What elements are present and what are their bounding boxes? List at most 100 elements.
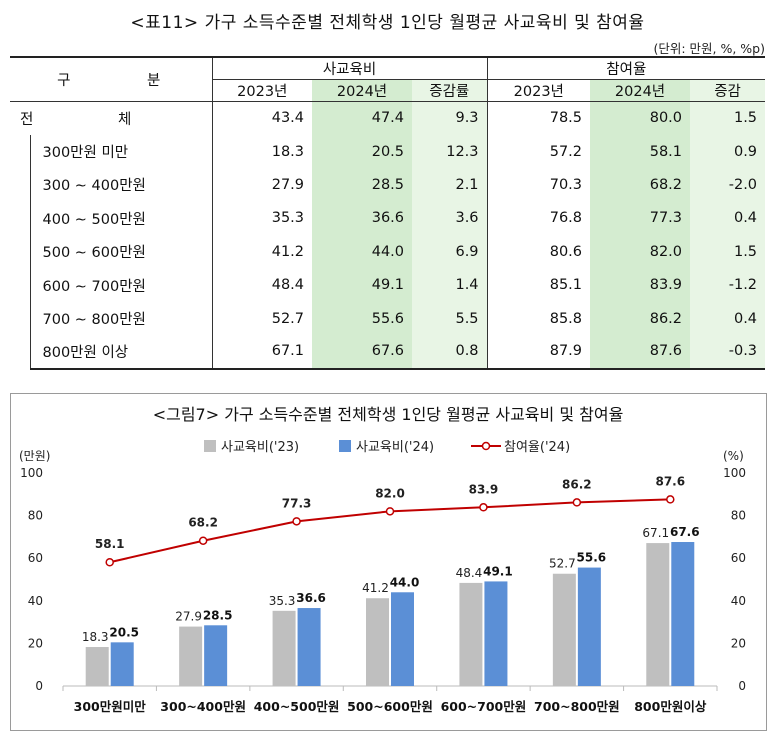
y-tick-right: 100 bbox=[723, 466, 746, 480]
table-row: 400 ∼ 500만원 35.3 36.6 3.6 76.8 77.3 0.4 bbox=[10, 201, 766, 236]
y-tick-left: 0 bbox=[35, 679, 43, 693]
data-label-line: 77.3 bbox=[282, 496, 312, 510]
row-label: 800만원 이상 bbox=[29, 335, 213, 370]
cell: 28.5 bbox=[312, 168, 413, 202]
cell: 0.4 bbox=[690, 201, 766, 236]
legend-swatch-bar24 bbox=[339, 440, 351, 452]
combo-chart: <그림7> 가구 소득수준별 전체학생 1인당 월평균 사교육비 및 참여율사교… bbox=[19, 405, 746, 714]
cell: 68.2 bbox=[590, 168, 691, 202]
y-tick-left: 20 bbox=[28, 636, 43, 650]
bar-2024 bbox=[297, 608, 321, 686]
cell: 0.9 bbox=[690, 134, 766, 169]
bar-2024 bbox=[204, 625, 228, 686]
y-tick-right: 20 bbox=[731, 636, 746, 650]
table-row: 300만원 미만 18.3 20.5 12.3 57.2 58.1 0.9 bbox=[10, 134, 766, 169]
x-tick-label: 400~500만원 bbox=[254, 699, 340, 714]
header-part-2023: 2023년 bbox=[486, 79, 591, 102]
bar-2023 bbox=[646, 543, 670, 686]
data-label-bar-2023: 52.7 bbox=[549, 557, 576, 571]
x-tick-label: 700~800만원 bbox=[534, 699, 620, 714]
cell: 0.8 bbox=[412, 335, 488, 370]
cell: 78.5 bbox=[486, 101, 591, 135]
cell: 77.3 bbox=[590, 201, 691, 236]
cell: 5.5 bbox=[412, 301, 488, 336]
header-category: 구 분 bbox=[10, 56, 213, 102]
line-point bbox=[479, 503, 488, 512]
legend-label-bar23: 사교육비('23) bbox=[221, 440, 299, 455]
x-tick-label: 500~600만원 bbox=[347, 699, 433, 714]
y-tick-right: 0 bbox=[738, 679, 746, 693]
line-point bbox=[105, 557, 114, 567]
table-row: 300 ∼ 400만원 27.9 28.5 2.1 70.3 68.2 -2.0 bbox=[10, 168, 766, 202]
y-tick-right: 60 bbox=[731, 551, 746, 565]
cell: 1.4 bbox=[412, 268, 488, 302]
cell: 27.9 bbox=[211, 168, 313, 202]
cell: -1.2 bbox=[690, 268, 766, 302]
y-tick-right: 80 bbox=[731, 509, 746, 523]
cell: 80.6 bbox=[486, 235, 591, 269]
cell: 20.5 bbox=[312, 134, 413, 169]
bar-2024 bbox=[484, 581, 508, 686]
data-label-line: 68.2 bbox=[188, 516, 218, 530]
data-label-line: 83.9 bbox=[469, 482, 499, 496]
bar-2023 bbox=[272, 610, 296, 686]
y-tick-left: 60 bbox=[28, 551, 43, 565]
y-axis-right-label: (%) bbox=[723, 449, 744, 463]
data-label-bar-2024: 28.5 bbox=[203, 608, 233, 622]
table-row: 500 ∼ 600만원 41.2 44.0 6.9 80.6 82.0 1.5 bbox=[10, 235, 766, 269]
cell: 85.8 bbox=[486, 301, 591, 336]
table-row: 800만원 이상 67.1 67.6 0.8 87.9 87.6 -0.3 bbox=[10, 335, 766, 370]
legend-marker-line bbox=[481, 441, 491, 451]
cell: 18.3 bbox=[211, 134, 313, 169]
line-point bbox=[385, 507, 395, 516]
table-row: 700 ∼ 800만원 52.7 55.6 5.5 85.8 86.2 0.4 bbox=[10, 301, 766, 336]
cell: 36.6 bbox=[312, 201, 413, 236]
cell: 55.6 bbox=[312, 301, 413, 336]
header-cost-2023: 2023년 bbox=[211, 79, 313, 102]
bar-2023 bbox=[85, 647, 109, 686]
table-unit: (단위: 만원, %, %p) bbox=[653, 41, 765, 56]
line-point bbox=[292, 517, 301, 526]
data-label-bar-2024: 55.6 bbox=[577, 551, 607, 565]
y-axis-left-label: (만원) bbox=[19, 449, 50, 463]
data-label-bar-2024: 36.6 bbox=[296, 591, 326, 605]
data-label-bar-2024: 44.0 bbox=[390, 575, 420, 589]
data-label-bar-2024: 49.1 bbox=[483, 564, 513, 578]
cell: 9.3 bbox=[412, 101, 488, 135]
cell: 3.6 bbox=[412, 201, 488, 236]
cell: 48.4 bbox=[211, 268, 313, 302]
y-tick-right: 40 bbox=[731, 594, 746, 608]
cell: -0.3 bbox=[690, 335, 766, 370]
header-part-2024: 2024년 bbox=[590, 79, 691, 102]
cell: 43.4 bbox=[211, 101, 313, 135]
bar-2023 bbox=[179, 626, 203, 686]
cell: 76.8 bbox=[486, 201, 591, 236]
data-label-bar-2023: 18.3 bbox=[82, 630, 109, 644]
cell: 49.1 bbox=[312, 268, 413, 302]
cell: 41.2 bbox=[211, 235, 313, 269]
cell: 80.0 bbox=[590, 101, 691, 135]
row-label: 300 ∼ 400만원 bbox=[29, 168, 213, 202]
header-row-2: 2023년 2024년 증감률 2023년 2024년 증감 bbox=[10, 79, 766, 102]
header-cost-change-rate: 증감률 bbox=[412, 79, 488, 102]
row-label: 400 ∼ 500만원 bbox=[29, 201, 213, 236]
cell: 1.5 bbox=[690, 235, 766, 269]
data-label-bar-2023: 41.2 bbox=[362, 581, 389, 595]
header-cost-2024: 2024년 bbox=[312, 79, 413, 102]
bar-2024 bbox=[110, 642, 134, 686]
legend-label-line: 참여율('24) bbox=[504, 440, 570, 455]
header-group-cost: 사교육비 bbox=[211, 56, 488, 80]
legend-swatch-bar23 bbox=[204, 440, 216, 452]
y-tick-left: 80 bbox=[28, 509, 43, 523]
bar-2023 bbox=[459, 582, 483, 686]
cell: 0.4 bbox=[690, 301, 766, 336]
x-tick-label: 300만원미만 bbox=[74, 699, 147, 714]
data-label-bar-2024: 67.6 bbox=[670, 525, 700, 539]
line-point bbox=[666, 495, 675, 504]
data-label-bar-2024: 20.5 bbox=[109, 625, 139, 639]
y-tick-left: 40 bbox=[28, 594, 43, 608]
data-label-bar-2023: 27.9 bbox=[175, 610, 202, 624]
stats-table: 구 분 사교육비 참여율 2023년 2024년 증감률 2023년 2024년… bbox=[10, 56, 766, 370]
data-label-bar-2023: 35.3 bbox=[269, 594, 296, 608]
cell: 52.7 bbox=[211, 301, 313, 336]
